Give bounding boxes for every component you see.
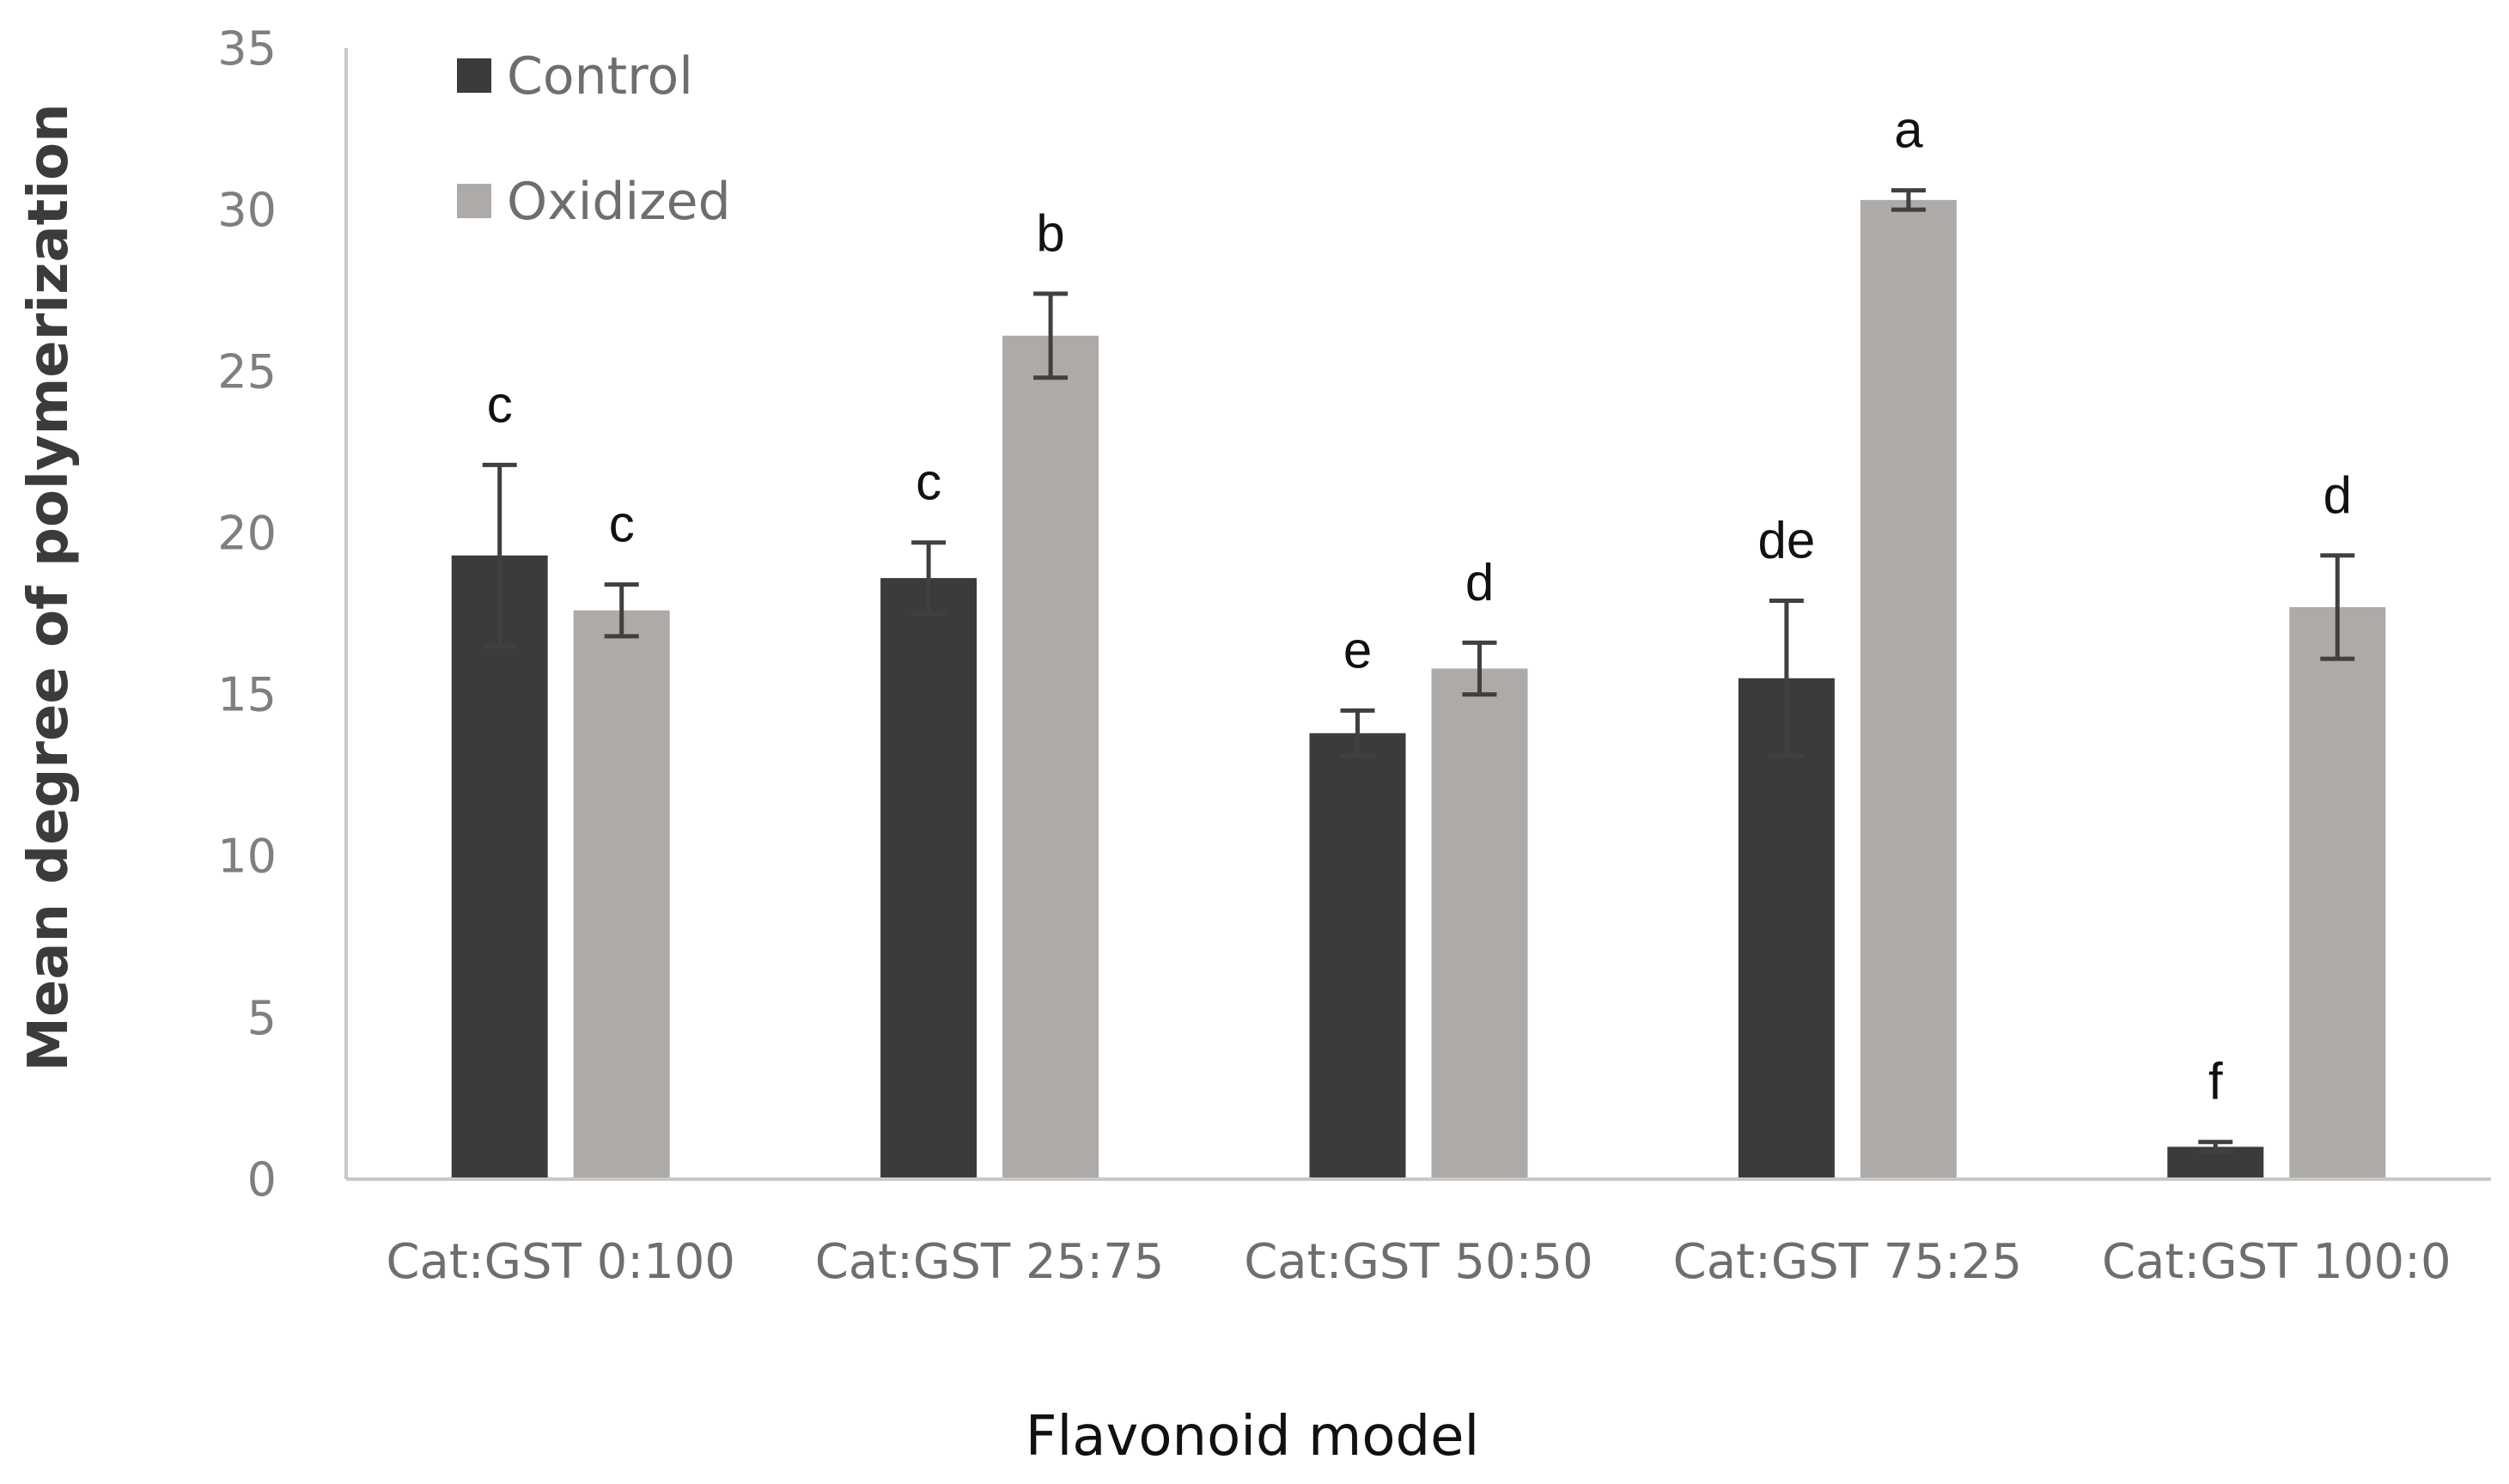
bar-control — [1738, 678, 1835, 1179]
bar-oxidized — [1002, 335, 1099, 1179]
x-category-label: Cat:GST 75:25 — [1673, 1234, 2023, 1290]
bar-oxidized — [1431, 668, 1528, 1179]
y-tick-label: 0 — [247, 1153, 277, 1207]
y-tick-label: 15 — [217, 668, 277, 722]
significance-labels-group: c c e de f c b d a d — [487, 101, 2352, 1110]
x-category-label: Cat:GST 0:100 — [386, 1234, 735, 1290]
significance-label: c — [916, 453, 941, 511]
y-tick-label: 5 — [247, 991, 277, 1045]
significance-label: de — [1758, 511, 1816, 569]
legend-swatch-control — [457, 58, 491, 93]
error-bars-group — [482, 188, 2355, 1154]
y-tick-label: 25 — [217, 344, 277, 398]
bar-oxidized — [573, 610, 670, 1179]
bar-control — [451, 555, 548, 1179]
bars-group — [451, 199, 2386, 1180]
significance-label: c — [487, 375, 513, 433]
legend-label-control: Control — [507, 46, 693, 106]
bar-control — [880, 578, 977, 1179]
bar-oxidized — [2289, 606, 2386, 1179]
y-axis-ticks: 0 5 10 15 20 25 30 35 — [217, 21, 277, 1207]
significance-label: d — [1465, 553, 1494, 611]
bar-oxidized — [1860, 199, 1957, 1180]
legend-swatch-oxidized — [457, 184, 491, 218]
x-category-label: Cat:GST 50:50 — [1244, 1234, 1593, 1290]
y-tick-label: 35 — [217, 21, 277, 76]
significance-label: d — [2323, 466, 2352, 524]
y-tick-label: 20 — [217, 506, 277, 560]
significance-label: f — [2208, 1053, 2223, 1110]
legend-label-oxidized: Oxidized — [507, 172, 731, 232]
significance-label: c — [609, 496, 635, 553]
x-axis-category-labels: Cat:GST 0:100 Cat:GST 25:75 Cat:GST 50:50 C… — [386, 1234, 2451, 1290]
y-axis-title: Mean degree of polymerization — [17, 103, 81, 1071]
significance-label: b — [1036, 204, 1064, 262]
x-category-label: Cat:GST 25:75 — [815, 1234, 1165, 1290]
y-tick-label: 30 — [217, 183, 277, 237]
y-tick-label: 10 — [217, 830, 277, 884]
significance-label: a — [1894, 101, 1923, 159]
legend: Control Oxidized — [457, 46, 731, 232]
bar-control — [1309, 733, 1406, 1179]
x-category-label: Cat:GST 100:0 — [2102, 1234, 2451, 1290]
significance-label: e — [1343, 621, 1372, 678]
x-axis-title: Flavonoid model — [1026, 1405, 1480, 1469]
